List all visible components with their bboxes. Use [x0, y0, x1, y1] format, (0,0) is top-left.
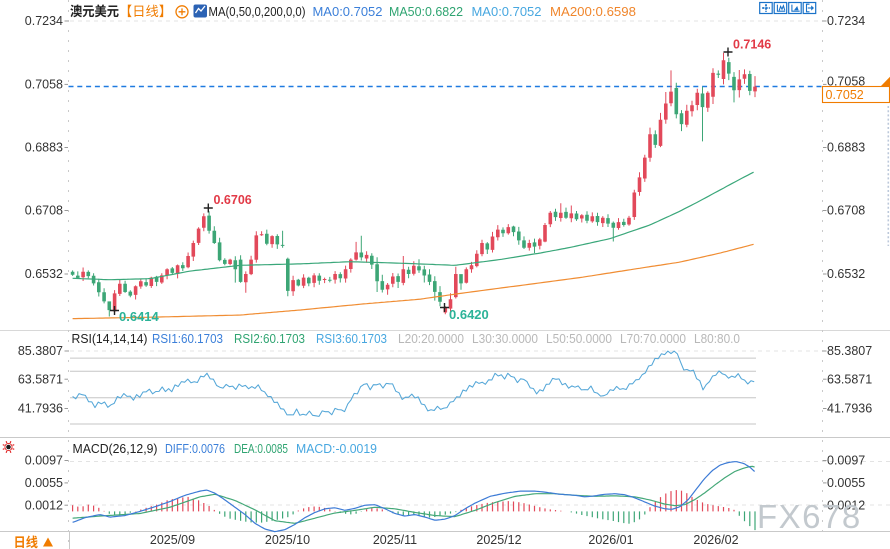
svg-text:0.7058: 0.7058: [827, 74, 865, 88]
svg-text:FX678: FX678: [757, 498, 862, 535]
svg-text:0.0055: 0.0055: [827, 476, 865, 490]
svg-text:L80:80.0: L80:80.0: [694, 331, 740, 346]
svg-text:0.7146: 0.7146: [733, 38, 771, 52]
svg-text:RSI3:60.1703: RSI3:60.1703: [316, 331, 387, 346]
svg-text:0.6883: 0.6883: [827, 141, 865, 155]
svg-text:0.0097: 0.0097: [827, 454, 865, 468]
svg-text:0.0055: 0.0055: [25, 476, 63, 490]
svg-text:0.7058: 0.7058: [25, 78, 63, 92]
svg-text:0.6414: 0.6414: [119, 309, 160, 324]
svg-text:0.7052: 0.7052: [826, 88, 864, 102]
svg-text:2025/09: 2025/09: [150, 533, 195, 547]
svg-text:L20:20.0000: L20:20.0000: [398, 331, 464, 346]
svg-text:RSI1:60.1703: RSI1:60.1703: [152, 331, 223, 346]
svg-text:0.7234: 0.7234: [827, 14, 865, 28]
svg-text:RSI(14,14,14): RSI(14,14,14): [72, 331, 148, 346]
svg-text:63.5871: 63.5871: [827, 372, 872, 386]
svg-text:0.0012: 0.0012: [25, 498, 63, 512]
svg-text:0.6420: 0.6420: [449, 307, 489, 322]
svg-text:0.6706: 0.6706: [214, 193, 252, 207]
svg-text:L70:70.0000: L70:70.0000: [620, 331, 686, 346]
svg-text:0.0097: 0.0097: [25, 454, 63, 468]
svg-text:41.7936: 41.7936: [827, 402, 872, 416]
svg-text:0.6708: 0.6708: [25, 204, 63, 218]
svg-text:0.6883: 0.6883: [25, 141, 63, 155]
svg-text:0.6708: 0.6708: [827, 204, 865, 218]
svg-text:0.6532: 0.6532: [827, 267, 865, 281]
svg-text:MACD:-0.0019: MACD:-0.0019: [296, 441, 377, 456]
svg-text:85.3807: 85.3807: [827, 344, 872, 358]
svg-text:MA0:0.7052: MA0:0.7052: [313, 4, 383, 19]
svg-text:DIFF:0.0076: DIFF:0.0076: [165, 441, 225, 456]
svg-text:2025/12: 2025/12: [476, 533, 521, 547]
svg-text:85.3807: 85.3807: [18, 344, 63, 358]
svg-text:RSI2:60.1703: RSI2:60.1703: [234, 331, 305, 346]
svg-text:L30:30.0000: L30:30.0000: [472, 331, 538, 346]
svg-text:MACD(26,12,9): MACD(26,12,9): [73, 441, 158, 456]
svg-text:MA200:0.6598: MA200:0.6598: [550, 4, 636, 19]
svg-text:2025/10: 2025/10: [265, 533, 310, 547]
svg-text:MA0:0.7052: MA0:0.7052: [472, 4, 542, 19]
svg-text:41.7936: 41.7936: [18, 402, 63, 416]
svg-text:2025/11: 2025/11: [373, 533, 417, 547]
svg-text:0.0012: 0.0012: [827, 498, 865, 512]
svg-text:2026/02: 2026/02: [693, 533, 738, 547]
svg-text:MA50:0.6822: MA50:0.6822: [389, 4, 463, 19]
svg-text:DEA:0.0085: DEA:0.0085: [234, 441, 288, 456]
svg-text:L50:50.0000: L50:50.0000: [546, 331, 612, 346]
svg-text:0.7234: 0.7234: [25, 14, 63, 28]
svg-text:0.6532: 0.6532: [25, 267, 63, 281]
svg-text:63.5871: 63.5871: [18, 372, 63, 386]
svg-text:2026/01: 2026/01: [588, 533, 633, 547]
svg-text:MA(0,50,0,200,0,0): MA(0,50,0,200,0,0): [209, 4, 306, 19]
